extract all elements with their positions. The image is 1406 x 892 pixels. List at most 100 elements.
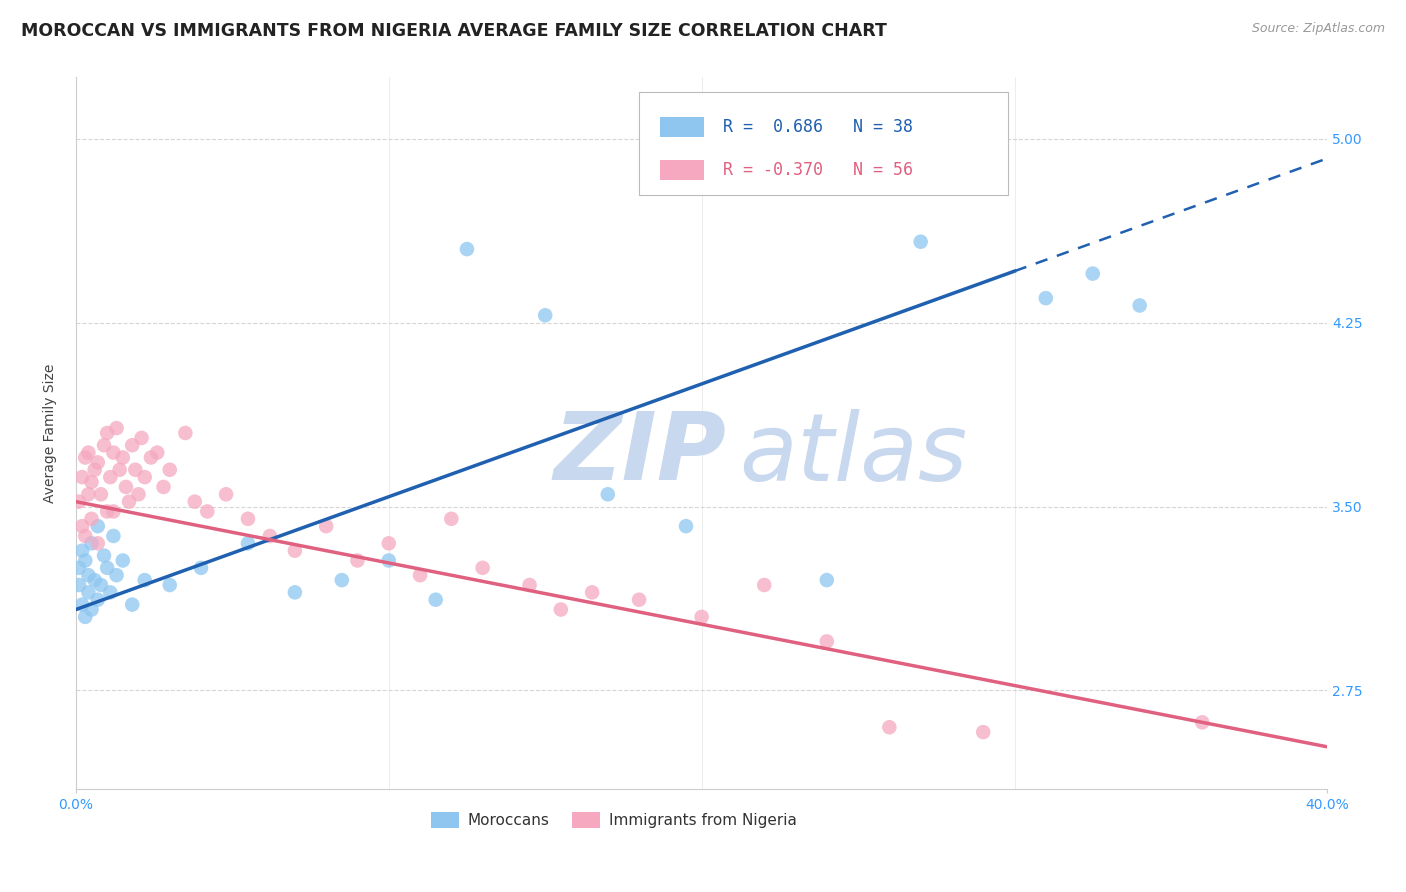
Point [690, 610, 713, 624]
Point [118, 494, 141, 508]
Point [87, 455, 110, 469]
Point [90, 578, 112, 592]
Point [519, 578, 541, 592]
Point [115, 480, 138, 494]
FancyBboxPatch shape [640, 92, 1008, 194]
Point [87, 519, 110, 533]
Point [77, 568, 100, 582]
Point [174, 425, 197, 440]
Text: R = -0.370   N = 56: R = -0.370 N = 56 [723, 161, 912, 179]
Point [628, 592, 651, 607]
Point [83, 463, 105, 477]
Point [440, 512, 463, 526]
Point [108, 463, 131, 477]
Point [70, 470, 93, 484]
Point [134, 573, 156, 587]
Text: ZIP: ZIP [554, 409, 727, 500]
Point [675, 519, 697, 533]
Point [70, 519, 93, 533]
Point [879, 720, 901, 734]
Point [124, 463, 146, 477]
Point [96, 561, 118, 575]
Point [377, 553, 399, 567]
Point [1035, 291, 1057, 305]
Point [121, 598, 143, 612]
Point [96, 425, 118, 440]
Point [67, 494, 90, 508]
Point [70, 598, 93, 612]
Point [184, 494, 207, 508]
Point [146, 445, 169, 459]
Point [315, 519, 337, 533]
Point [215, 487, 238, 501]
Point [534, 308, 557, 322]
Point [98, 470, 121, 484]
Point [121, 438, 143, 452]
Point [75, 610, 97, 624]
Y-axis label: Average Family Size: Average Family Size [44, 363, 58, 503]
Point [236, 536, 259, 550]
Text: MOROCCAN VS IMMIGRANTS FROM NIGERIA AVERAGE FAMILY SIZE CORRELATION CHART: MOROCCAN VS IMMIGRANTS FROM NIGERIA AVER… [21, 22, 887, 40]
Point [87, 592, 110, 607]
Point [90, 487, 112, 501]
Point [80, 512, 103, 526]
Point [127, 487, 149, 501]
Point [103, 529, 125, 543]
Point [284, 543, 307, 558]
Point [93, 438, 115, 452]
Point [1081, 267, 1104, 281]
Point [80, 536, 103, 550]
Point [236, 512, 259, 526]
Point [77, 585, 100, 599]
Point [195, 504, 218, 518]
Point [67, 578, 90, 592]
FancyBboxPatch shape [661, 117, 704, 136]
Point [70, 543, 93, 558]
Point [96, 504, 118, 518]
Point [190, 561, 212, 575]
Point [131, 431, 153, 445]
Point [456, 242, 478, 256]
Point [550, 602, 572, 616]
Point [259, 529, 281, 543]
Point [910, 235, 932, 249]
Point [93, 549, 115, 563]
Point [596, 487, 619, 501]
Point [77, 445, 100, 459]
Point [80, 602, 103, 616]
Point [284, 585, 307, 599]
FancyBboxPatch shape [661, 161, 704, 180]
Point [1129, 298, 1152, 312]
Point [98, 585, 121, 599]
Point [80, 475, 103, 489]
Text: R =  0.686   N = 38: R = 0.686 N = 38 [723, 118, 912, 136]
Point [111, 553, 134, 567]
Point [111, 450, 134, 465]
Point [815, 573, 838, 587]
Point [134, 470, 156, 484]
Point [139, 450, 162, 465]
Point [83, 573, 105, 587]
Point [67, 561, 90, 575]
Point [581, 585, 603, 599]
Text: Source: ZipAtlas.com: Source: ZipAtlas.com [1251, 22, 1385, 36]
Point [471, 561, 494, 575]
Point [75, 553, 97, 567]
Point [1191, 715, 1213, 730]
Point [815, 634, 838, 648]
Point [103, 504, 125, 518]
Point [75, 450, 97, 465]
Point [330, 573, 353, 587]
Legend: Moroccans, Immigrants from Nigeria: Moroccans, Immigrants from Nigeria [425, 806, 803, 834]
Point [105, 568, 128, 582]
Point [377, 536, 399, 550]
Point [972, 725, 994, 739]
Text: atlas: atlas [740, 409, 967, 500]
Point [409, 568, 432, 582]
Point [103, 445, 125, 459]
Point [425, 592, 447, 607]
Point [152, 480, 174, 494]
Point [77, 487, 100, 501]
Point [105, 421, 128, 435]
Point [159, 463, 181, 477]
